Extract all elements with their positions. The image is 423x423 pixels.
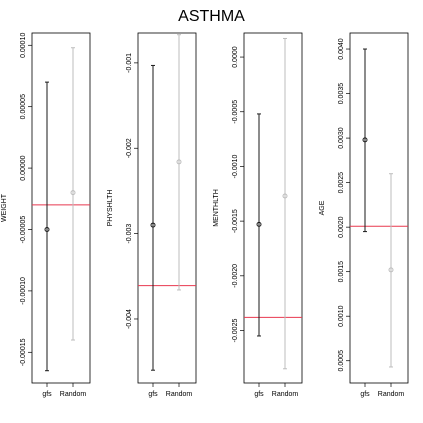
estimate-point [176, 159, 182, 165]
x-tick-label: gfs [148, 391, 158, 398]
x-tick-label: Random [378, 391, 405, 398]
estimate-point [70, 190, 76, 196]
y-tick-label: 0.0020 [338, 216, 345, 238]
x-tick-label: gfs [42, 391, 52, 398]
y-tick-label: 0.0040 [338, 38, 345, 60]
y-tick-label: 0.00010 [20, 33, 27, 58]
y-tick-label: -0.002 [126, 138, 133, 158]
y-tick-label: -0.0015 [232, 209, 239, 233]
y-tick-label: -0.0010 [232, 154, 239, 178]
x-tick-label: Random [60, 391, 87, 398]
estimate-point [44, 226, 50, 232]
x-tick-label: gfs [360, 391, 370, 398]
y-tick-label: 0.00000 [20, 155, 27, 180]
y-tick-label: 0.0015 [338, 261, 345, 283]
x-tick-label: Random [272, 391, 299, 398]
y-tick-label: -0.003 [126, 224, 133, 244]
estimate-point [362, 137, 368, 143]
estimate-point [256, 221, 262, 227]
x-tick-label: gfs [254, 391, 264, 398]
y-tick-label: 0.0025 [338, 172, 345, 194]
y-tick-label: -0.00010 [20, 277, 27, 305]
plot-frame [31, 32, 91, 384]
panel-age: 0.0005 0.0010 0.0015 0.0020 0.0025 0.0030 0.00… [319, 32, 409, 398]
plot-frame [137, 32, 197, 384]
panel-menthlth: -0.0025 -0.0020 -0.0015 -0.0010 -0.0005 0.000… [213, 32, 303, 398]
estimate-point [150, 222, 156, 228]
y-tick-label: -0.001 [126, 53, 133, 73]
y-tick-label: -0.0020 [232, 264, 239, 288]
y-tick-label: -0.00015 [20, 338, 27, 366]
y-tick-label: 0.0030 [338, 127, 345, 149]
y-tick-label: -0.0005 [232, 100, 239, 124]
plot-frame [243, 32, 303, 384]
panel-weight: -0.00015 -0.00010 -0.00005 0.00000 0.00005 0.… [1, 32, 91, 398]
y-axis-label: WEIGHT [1, 193, 8, 222]
y-tick-label: 0.0005 [338, 350, 345, 372]
x-tick-label: Random [166, 391, 193, 398]
panels: -0.00015 -0.00010 -0.00005 0.00000 0.00005 0.… [1, 32, 409, 398]
estimate-point [282, 193, 288, 199]
panel-physhlth: -0.004 -0.003 -0.002 -0.001 PHYSHLTH gfs Rando… [107, 32, 197, 398]
y-tick-label: -0.0025 [232, 319, 239, 343]
y-tick-label: 0.0000 [232, 46, 239, 68]
y-tick-label: -0.004 [126, 309, 133, 329]
y-axis-label: AGE [319, 200, 326, 215]
y-tick-label: 0.0010 [338, 305, 345, 327]
y-axis-label: MENTHLTH [213, 189, 220, 227]
plot-frame [349, 32, 409, 384]
y-axis-label: PHYSHLTH [107, 190, 114, 227]
y-tick-label: 0.0035 [338, 83, 345, 105]
y-tick-label: -0.00005 [20, 216, 27, 244]
estimate-point [388, 267, 394, 273]
y-tick-label: 0.00005 [20, 94, 27, 119]
chart-title: ASTHMA [178, 8, 245, 25]
